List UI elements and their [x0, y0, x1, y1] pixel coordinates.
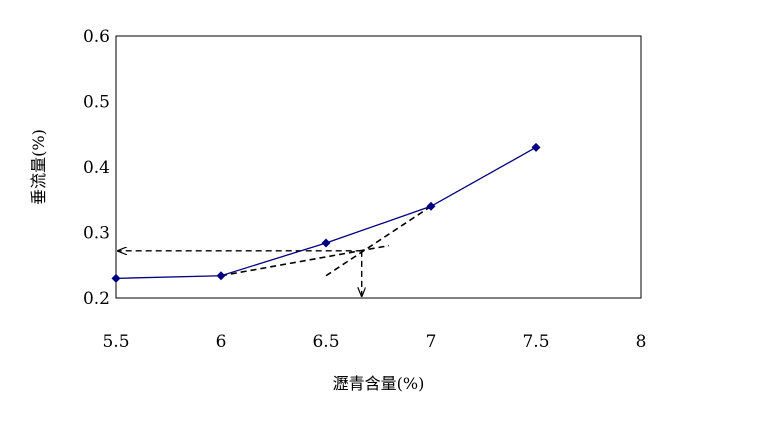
y-tick-label: 0.6 — [83, 27, 110, 47]
x-tick-label: 6 — [216, 332, 227, 352]
x-axis-title: 瀝青含量(%) — [333, 374, 425, 393]
annotations — [118, 205, 432, 296]
series-line — [115, 146, 537, 279]
data-point — [531, 142, 541, 152]
plot-area — [115, 35, 642, 299]
y-axis-title: 垂流量(%) — [29, 129, 48, 205]
data-point — [111, 273, 121, 283]
x-tick-label: 7.5 — [522, 332, 549, 352]
x-tick-label: 8 — [636, 332, 647, 352]
data-point — [321, 238, 331, 248]
series-group — [111, 142, 541, 283]
y-tick-label: 0.5 — [83, 93, 110, 113]
x-tick-labels: 5.5 6 6.5 7 7.5 8 — [102, 332, 646, 352]
y-tick-label: 0.3 — [83, 224, 110, 244]
data-point — [426, 201, 436, 211]
data-point — [216, 271, 226, 281]
tangent-line — [325, 205, 432, 277]
y-tick-label: 0.2 — [83, 289, 110, 309]
x-tick-label: 5.5 — [102, 332, 129, 352]
x-tick-label: 6.5 — [312, 332, 339, 352]
y-tick-labels: 0.2 0.3 0.4 0.5 0.6 — [83, 27, 110, 309]
x-tick-label: 7 — [426, 332, 437, 352]
y-tick-label: 0.4 — [83, 158, 110, 178]
